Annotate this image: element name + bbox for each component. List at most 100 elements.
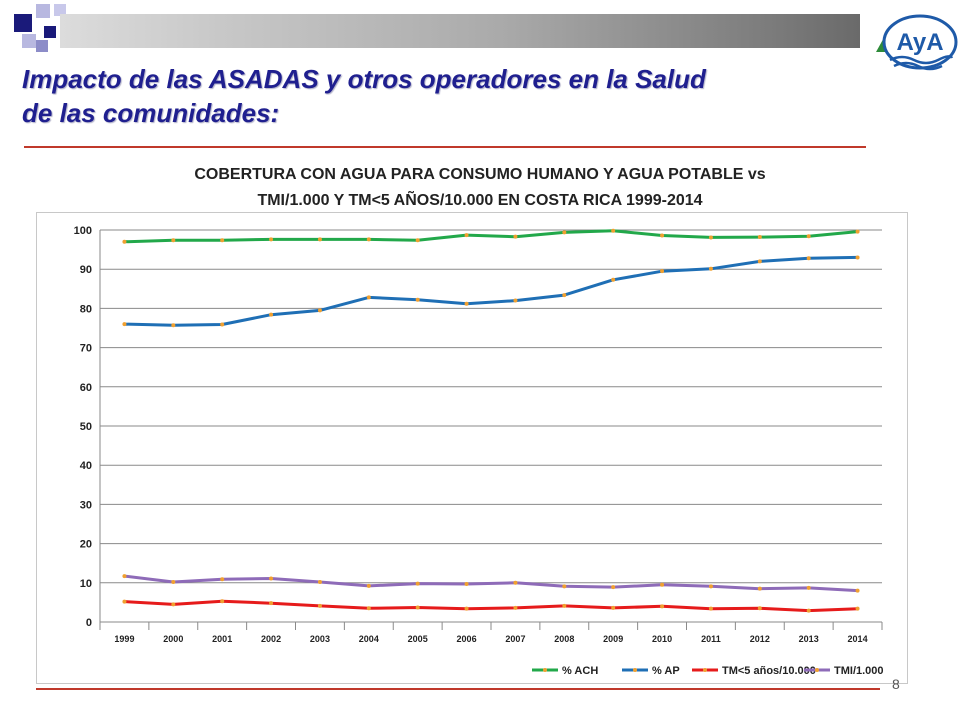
y-tick-label-20: 20: [80, 539, 92, 551]
series-0-point-2001: [220, 238, 225, 243]
series-0-point-2009: [611, 228, 616, 233]
decor-square-navy-large: [14, 14, 32, 32]
legend-marker-2: [703, 668, 707, 672]
series-3-point-2008: [562, 584, 567, 589]
chart-frame: [36, 212, 908, 684]
slide-title-line2: de las comunidades:: [22, 98, 280, 128]
x-tick-label-2013: 2013: [799, 634, 819, 644]
series-3-point-2014: [855, 588, 860, 593]
series-2-point-2008: [562, 603, 567, 608]
x-tick-label-2008: 2008: [554, 634, 574, 644]
series-0-point-2008: [562, 230, 567, 235]
series-2-point-1999: [122, 599, 127, 604]
series-line-1: [124, 255, 858, 327]
decor-square-lilac-3: [22, 34, 36, 48]
series-0-point-2000: [171, 238, 176, 243]
series-1-point-2010: [660, 269, 665, 274]
series-0-point-2007: [513, 234, 518, 239]
aya-logo: AyA: [876, 14, 958, 71]
series-0-point-2002: [269, 237, 274, 242]
x-tick-label-2014: 2014: [848, 634, 868, 644]
series-1-point-2004: [366, 295, 371, 300]
series-line-3: [124, 574, 858, 593]
series-3-point-2002: [269, 576, 274, 581]
y-tick-label-30: 30: [80, 499, 92, 511]
series-1-point-2014: [855, 255, 860, 260]
series-1-point-2003: [317, 308, 322, 313]
series-0-point-2011: [708, 235, 713, 240]
series-3-point-2005: [415, 581, 420, 586]
series-1-point-2002: [269, 312, 274, 317]
series-0-point-2012: [757, 235, 762, 240]
series-2-point-2000: [171, 602, 176, 607]
slide-title-line1: Impacto de las ASADAS y otros operadores…: [22, 64, 706, 94]
series-3-point-2007: [513, 580, 518, 585]
series-1-point-2011: [708, 266, 713, 271]
series-1-point-2013: [806, 256, 811, 261]
series-1-point-2008: [562, 293, 567, 298]
y-tick-label-80: 80: [80, 303, 92, 315]
decor-square-lilac-4: [36, 40, 48, 52]
footer-divider: [36, 688, 880, 690]
chart-title-line2: TMI/1.000 Y TM<5 AÑOS/10.000 EN COSTA RI…: [257, 192, 703, 209]
y-tick-label-50: 50: [80, 421, 92, 433]
y-tick-label-0: 0: [86, 617, 92, 629]
decor-square-lilac-2: [54, 4, 66, 16]
series-2-point-2004: [366, 606, 371, 611]
series-3-point-2000: [171, 580, 176, 585]
series-2-point-2002: [269, 601, 274, 606]
legend-label-1: % AP: [652, 665, 680, 677]
series-2-point-2009: [611, 605, 616, 610]
series-2-point-2010: [660, 604, 665, 609]
series-3-point-2011: [708, 584, 713, 589]
x-tick-label-2012: 2012: [750, 634, 770, 644]
x-tick-label-2004: 2004: [359, 634, 379, 644]
x-tick-label-2006: 2006: [457, 634, 477, 644]
series-3-point-2006: [464, 581, 469, 586]
x-tick-label-2009: 2009: [603, 634, 623, 644]
series-2-point-2003: [317, 603, 322, 608]
series-2-point-2011: [708, 606, 713, 611]
x-tick-label-2002: 2002: [261, 634, 281, 644]
series-1-point-2001: [220, 322, 225, 327]
series-3-point-2010: [660, 582, 665, 587]
y-tick-label-60: 60: [80, 382, 92, 394]
series-3-point-2012: [757, 586, 762, 591]
series-1-point-1999: [122, 322, 127, 327]
series-0-point-2006: [464, 233, 469, 238]
series-1-point-2009: [611, 277, 616, 282]
series-1-point-2000: [171, 323, 176, 328]
legend-marker-1: [633, 668, 637, 672]
series-line-2: [124, 599, 858, 613]
legend-marker-3: [815, 668, 819, 672]
series-1-point-2012: [757, 259, 762, 264]
x-tick-label-1999: 1999: [114, 634, 134, 644]
logo-text: AyA: [896, 29, 943, 56]
title-divider: [24, 146, 866, 148]
series-3-point-2004: [366, 583, 371, 588]
series-0-point-2005: [415, 238, 420, 243]
x-tick-label-2003: 2003: [310, 634, 330, 644]
slide-title: Impacto de las ASADAS y otros operadores…: [22, 62, 872, 130]
x-tick-label-2001: 2001: [212, 634, 232, 644]
decor-square-lilac-1: [36, 4, 50, 18]
series-3-point-1999: [122, 574, 127, 579]
y-tick-label-100: 100: [74, 225, 92, 237]
series-2-point-2013: [806, 608, 811, 613]
series-2-point-2012: [757, 606, 762, 611]
x-tick-label-2005: 2005: [408, 634, 428, 644]
x-tick-label-2010: 2010: [652, 634, 672, 644]
legend-marker-0: [543, 668, 547, 672]
series-3-point-2003: [317, 580, 322, 585]
line-chart: 0 10 20 30 40 50 60 70 80 90 100 1999 2000 2001 2002 20…: [74, 225, 884, 677]
x-tick-label-2011: 2011: [701, 634, 721, 644]
series-0-point-2013: [806, 234, 811, 239]
legend-label-3: TMI/1.000: [834, 665, 884, 677]
series-1-point-2007: [513, 298, 518, 303]
chart-title-line1: COBERTURA CON AGUA PARA CONSUMO HUMANO Y…: [194, 166, 766, 183]
chart-title: COBERTURA CON AGUA PARA CONSUMO HUMANO Y…: [120, 162, 840, 214]
series-3-point-2013: [806, 585, 811, 590]
y-tick-label-40: 40: [80, 460, 92, 472]
header-gradient-bar: [60, 14, 860, 48]
x-tick-label-2000: 2000: [163, 634, 183, 644]
